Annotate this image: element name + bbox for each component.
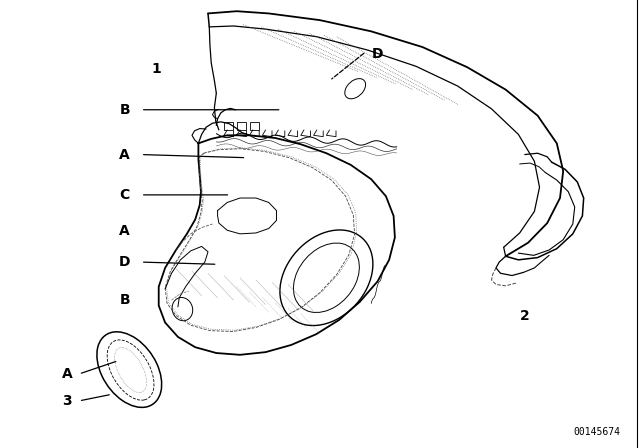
Text: B: B (120, 103, 130, 117)
Text: 1: 1 (152, 62, 162, 77)
Text: C: C (120, 188, 130, 202)
Text: A: A (120, 147, 130, 162)
Bar (224, 122, 233, 130)
Bar (237, 122, 246, 130)
Text: 3: 3 (62, 394, 72, 408)
Text: B: B (120, 293, 130, 307)
Bar (250, 122, 259, 130)
Text: A: A (62, 367, 72, 381)
Text: 00145674: 00145674 (574, 427, 621, 437)
Text: D: D (372, 47, 383, 61)
Text: D: D (119, 255, 131, 269)
Text: 2: 2 (520, 309, 530, 323)
Text: A: A (120, 224, 130, 238)
